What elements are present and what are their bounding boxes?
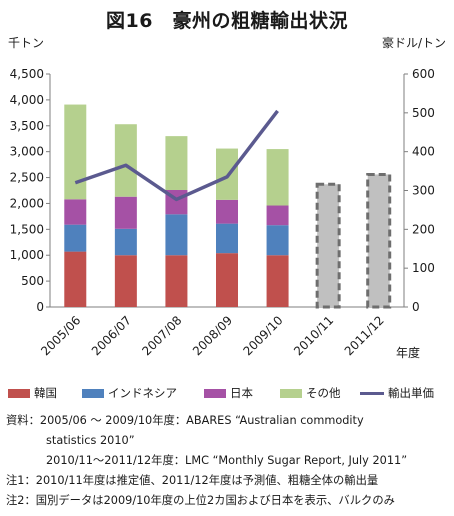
export-price-line [74, 109, 279, 202]
x-tick-label: 2008/09 [190, 313, 235, 358]
x-tick-label: 2006/07 [89, 313, 134, 358]
y-right-tick-label: 0 [412, 300, 420, 314]
y-right-tick-label: 600 [412, 67, 435, 81]
y-left-tick-label: 2,500 [10, 171, 44, 185]
y-right-tick-label: 100 [412, 261, 435, 275]
note-source-lmc: 2010/11～2011/12年度：LMC “Monthly Sugar Rep… [46, 454, 408, 467]
y-left-tick-label: 0 [36, 300, 44, 314]
bar-segment [165, 255, 188, 307]
note-source-cont: statistics 2010” [46, 434, 135, 447]
x-tick-label: 2009/10 [241, 313, 286, 358]
y-left-tick-label: 4,500 [10, 67, 44, 81]
bar-segment [114, 255, 137, 307]
y-left-tick-label: 1,000 [10, 248, 44, 262]
legend-label: インドネシア [108, 386, 177, 400]
bar-segment [64, 199, 87, 225]
x-tick-label: 2011/12 [342, 313, 387, 358]
chart-title: 図16 豪州の粗糖輸出状況 [106, 10, 348, 32]
bar-segment [165, 136, 188, 190]
note-1: 注1：2010/11年度は推定値、2011/12年度は予測値、粗糖全体の輸出量 [6, 474, 379, 487]
legend-label: 日本 [230, 386, 253, 400]
bar-segment [216, 223, 238, 254]
legend-label: 輸出単価 [388, 386, 434, 400]
legend-swatch [82, 388, 104, 398]
x-tick-label: 2005/06 [38, 313, 83, 358]
legend-label: その他 [306, 386, 341, 400]
y-right-tick-label: 400 [412, 145, 435, 159]
legend-swatch [280, 388, 302, 398]
legend-swatch [204, 388, 226, 398]
source-notes: 資料：2005/06 ～ 2009/10年度：ABARES “Australia… [6, 411, 452, 511]
legend-item-other: その他 [280, 385, 341, 401]
chart-plot: 0 500 1,000 1,500 2,000 2,500 3,000 3,500 4,000 4… [10, 67, 435, 358]
bar-segment [266, 149, 289, 206]
legend: 韓国 インドネシア 日本 その他 輸出単価 [8, 385, 454, 403]
bar-segment [64, 104, 87, 200]
bar-segment [266, 205, 289, 226]
bar-segment [64, 224, 87, 252]
y-left-tick-label: 500 [21, 274, 44, 288]
y-left-tick-label: 3,000 [10, 145, 44, 159]
y-right-tick-label: 200 [412, 222, 435, 236]
bar-segment [266, 255, 289, 307]
note-source: 資料：2005/06 ～ 2009/10年度：ABARES “Australia… [6, 414, 364, 427]
note-2: 注2：国別データは2009/10年度の上位2カ国および日本を表示、バルクのみ [6, 494, 395, 507]
x-axis-unit: 年度 [396, 346, 421, 360]
left-axis-unit: 千トン [8, 36, 45, 50]
y-left-tick-label: 1,500 [10, 222, 44, 236]
bar-segment [64, 251, 87, 307]
y-left-tick-label: 4,000 [10, 93, 44, 107]
bar-segment [114, 228, 137, 256]
right-axis-unit: 豪ドル/トン [381, 36, 446, 50]
legend-item-japan: 日本 [204, 385, 253, 401]
bar-segment [216, 253, 238, 307]
y-left-tick-label: 2,000 [10, 196, 44, 210]
x-tick-label: 2007/08 [139, 313, 184, 358]
y-right-tick-label: 500 [412, 106, 435, 120]
legend-swatch [8, 388, 30, 398]
legend-item-export-price: 輸出単価 [360, 385, 434, 401]
bar-segment [216, 199, 238, 224]
bar-segment [114, 196, 137, 229]
y-left-tick-label: 3,500 [10, 119, 44, 133]
legend-item-korea: 韓国 [8, 385, 57, 401]
bar-total-estimate [315, 182, 341, 309]
x-tick-label: 2010/11 [291, 313, 336, 358]
bar-segment [165, 214, 188, 256]
bar-segment [266, 225, 289, 256]
y-right-tick-label: 300 [412, 184, 435, 198]
bar-total-estimate [366, 172, 392, 309]
legend-item-indonesia: インドネシア [82, 385, 177, 401]
legend-line-swatch [360, 391, 384, 395]
legend-label: 韓国 [34, 386, 57, 400]
bar-segment [114, 124, 137, 197]
